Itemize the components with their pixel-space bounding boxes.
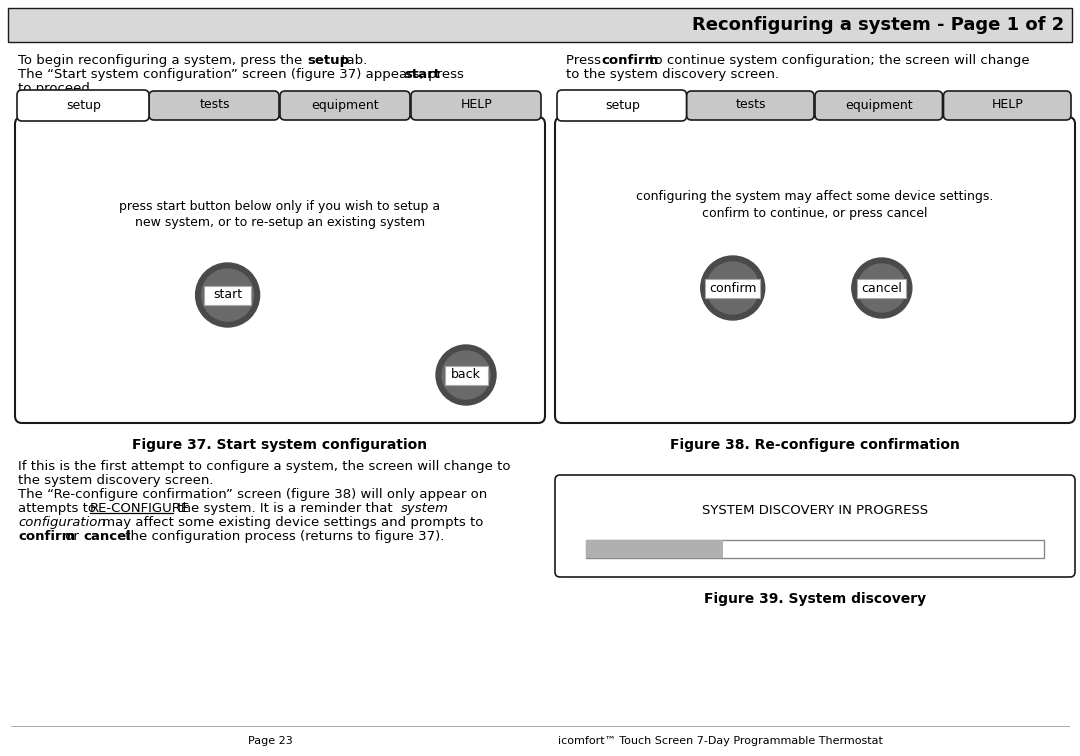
Text: confirm: confirm xyxy=(600,54,659,67)
Text: configuring the system may affect some device settings.: configuring the system may affect some d… xyxy=(636,190,994,203)
Text: confirm: confirm xyxy=(708,281,756,295)
FancyBboxPatch shape xyxy=(944,91,1071,120)
FancyBboxPatch shape xyxy=(15,117,545,423)
Text: RE-CONFIGURE: RE-CONFIGURE xyxy=(90,502,190,515)
Text: HELP: HELP xyxy=(461,98,492,111)
Text: configuration: configuration xyxy=(18,516,106,529)
Text: setup: setup xyxy=(605,100,639,113)
FancyBboxPatch shape xyxy=(815,91,943,120)
Text: icomfort™ Touch Screen 7-Day Programmable Thermostat: icomfort™ Touch Screen 7-Day Programmabl… xyxy=(557,736,882,746)
Circle shape xyxy=(852,258,912,318)
FancyBboxPatch shape xyxy=(411,91,541,120)
FancyBboxPatch shape xyxy=(555,117,1075,423)
Text: tab.: tab. xyxy=(337,54,367,67)
Text: attempts to: attempts to xyxy=(18,502,100,515)
Text: The “Start system configuration” screen (figure 37) appears; press: The “Start system configuration” screen … xyxy=(18,68,468,81)
Circle shape xyxy=(442,351,490,399)
Text: to the system discovery screen.: to the system discovery screen. xyxy=(566,68,779,81)
Text: To begin reconfiguring a system, press the: To begin reconfiguring a system, press t… xyxy=(18,54,307,67)
Text: start: start xyxy=(213,289,242,302)
Text: new system, or to re-setup an existing system: new system, or to re-setup an existing s… xyxy=(135,216,426,229)
Bar xyxy=(586,540,1044,558)
Text: Figure 38. Re-configure confirmation: Figure 38. Re-configure confirmation xyxy=(670,438,960,452)
FancyBboxPatch shape xyxy=(705,278,760,298)
FancyBboxPatch shape xyxy=(17,90,149,121)
Text: cancel: cancel xyxy=(83,530,131,543)
Text: system: system xyxy=(401,502,449,515)
Bar xyxy=(586,540,724,558)
Text: confirm: confirm xyxy=(18,530,76,543)
FancyBboxPatch shape xyxy=(204,286,252,305)
FancyBboxPatch shape xyxy=(555,475,1075,577)
Bar xyxy=(8,8,1072,42)
Circle shape xyxy=(436,345,496,405)
Text: confirm to continue, or press cancel: confirm to continue, or press cancel xyxy=(702,207,928,220)
FancyBboxPatch shape xyxy=(858,278,906,298)
Text: cancel: cancel xyxy=(862,281,902,295)
Circle shape xyxy=(701,256,765,320)
FancyBboxPatch shape xyxy=(149,91,279,120)
Text: Figure 37. Start system configuration: Figure 37. Start system configuration xyxy=(133,438,428,452)
Text: press start button below only if you wish to setup a: press start button below only if you wis… xyxy=(120,200,441,213)
Text: setup: setup xyxy=(307,54,349,67)
Text: the system. It is a reminder that: the system. It is a reminder that xyxy=(173,502,396,515)
Text: or: or xyxy=(60,530,83,543)
Circle shape xyxy=(202,269,254,321)
Text: tests: tests xyxy=(199,98,230,111)
Text: Figure 39. System discovery: Figure 39. System discovery xyxy=(704,592,926,606)
Text: The “Re-configure confirmation” screen (figure 38) will only appear on: The “Re-configure confirmation” screen (… xyxy=(18,488,487,501)
FancyBboxPatch shape xyxy=(445,365,487,385)
Text: the configuration process (returns to figure 37).: the configuration process (returns to fi… xyxy=(121,530,444,543)
Text: the system discovery screen.: the system discovery screen. xyxy=(18,474,214,487)
Text: tests: tests xyxy=(735,98,766,111)
Text: to continue system configuration; the screen will change: to continue system configuration; the sc… xyxy=(645,54,1029,67)
FancyBboxPatch shape xyxy=(557,90,687,121)
Circle shape xyxy=(195,263,259,327)
Text: may affect some existing device settings and prompts to: may affect some existing device settings… xyxy=(98,516,484,529)
FancyBboxPatch shape xyxy=(687,91,814,120)
Text: HELP: HELP xyxy=(991,98,1024,111)
Text: equipment: equipment xyxy=(846,98,913,111)
Text: Reconfiguring a system - Page 1 of 2: Reconfiguring a system - Page 1 of 2 xyxy=(692,16,1064,34)
Text: equipment: equipment xyxy=(312,98,379,111)
Text: setup: setup xyxy=(66,100,100,113)
Text: start: start xyxy=(404,68,440,81)
Text: to proceed.: to proceed. xyxy=(18,82,94,95)
Text: If this is the first attempt to configure a system, the screen will change to: If this is the first attempt to configur… xyxy=(18,460,511,473)
FancyBboxPatch shape xyxy=(280,91,410,120)
Text: Press: Press xyxy=(566,54,605,67)
Text: back: back xyxy=(451,368,481,382)
Circle shape xyxy=(858,264,906,312)
Circle shape xyxy=(706,262,759,314)
Text: Page 23: Page 23 xyxy=(247,736,293,746)
Text: SYSTEM DISCOVERY IN PROGRESS: SYSTEM DISCOVERY IN PROGRESS xyxy=(702,504,928,517)
